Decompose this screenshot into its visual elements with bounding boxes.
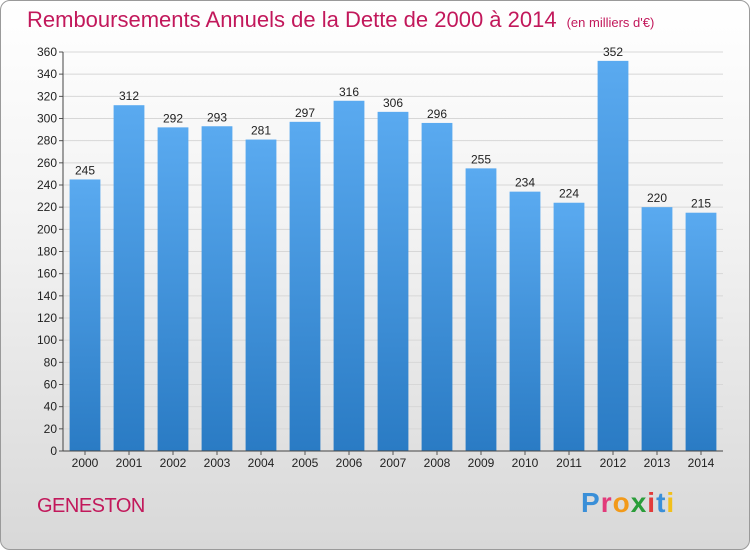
y-tick-label: 140 <box>37 289 57 303</box>
chart-unit-label: (en milliers d'€) <box>566 15 655 30</box>
bar-2003 <box>201 126 233 451</box>
city-name: GENESTON <box>37 495 145 517</box>
y-tick-label: 80 <box>44 355 58 369</box>
bar-2001 <box>113 105 145 451</box>
bar-value-label: 255 <box>471 152 491 166</box>
y-tick-label: 160 <box>37 267 57 281</box>
x-tick-label: 2012 <box>600 456 627 470</box>
bar-value-label: 292 <box>163 111 183 125</box>
bar-value-label: 224 <box>559 187 579 201</box>
bar-value-label: 297 <box>295 106 315 120</box>
y-tick-label: 120 <box>37 311 57 325</box>
bar-value-label: 220 <box>647 191 667 205</box>
chart-title: Remboursements Annuels de la Dette de 20… <box>27 7 654 33</box>
bar-value-label: 296 <box>427 107 447 121</box>
y-tick-label: 360 <box>37 45 57 59</box>
logo-letter: r <box>600 487 613 518</box>
bar-value-label: 234 <box>515 176 535 190</box>
x-tick-label: 2003 <box>204 456 231 470</box>
x-tick-label: 2004 <box>248 456 275 470</box>
bar-2006 <box>333 100 365 452</box>
x-tick-label: 2002 <box>160 456 187 470</box>
bar-value-label: 352 <box>603 45 623 59</box>
bar-value-label: 293 <box>207 110 227 124</box>
x-tick-label: 2010 <box>512 456 539 470</box>
x-tick-label: 2000 <box>72 456 99 470</box>
bar-value-label: 306 <box>383 96 403 110</box>
x-tick-label: 2006 <box>336 456 363 470</box>
logo-letter: o <box>612 487 631 518</box>
y-tick-label: 60 <box>44 378 58 392</box>
logo-letter: x <box>630 487 648 518</box>
y-tick-label: 180 <box>37 245 57 259</box>
bar-value-label: 312 <box>119 89 139 103</box>
y-tick-label: 40 <box>44 400 58 414</box>
x-tick-label: 2007 <box>380 456 407 470</box>
bar-2014 <box>685 212 717 451</box>
x-tick-label: 2013 <box>644 456 671 470</box>
y-tick-label: 260 <box>37 156 57 170</box>
bar-2010 <box>509 191 541 451</box>
y-tick-label: 20 <box>44 422 58 436</box>
y-tick-label: 220 <box>37 200 57 214</box>
x-tick-label: 2009 <box>468 456 495 470</box>
y-tick-label: 320 <box>37 89 57 103</box>
bar-value-label: 215 <box>691 197 711 211</box>
x-tick-label: 2014 <box>688 456 715 470</box>
axes: 0 20 40 60 80 100 120 140 160 180 200 220 240 260 280 3… <box>37 45 723 470</box>
bar-2005 <box>289 121 321 451</box>
y-tick-label: 240 <box>37 178 57 192</box>
bar-value-label: 316 <box>339 85 359 99</box>
bar-2008 <box>421 122 453 451</box>
x-tick-label: 2001 <box>116 456 143 470</box>
logo-letter: i <box>666 487 676 518</box>
y-tick-label: 0 <box>50 444 57 458</box>
x-tick-label: 2008 <box>424 456 451 470</box>
bar-2007 <box>377 111 409 451</box>
logo-letter: i <box>647 487 657 518</box>
bar-2002 <box>157 127 189 451</box>
y-tick-label: 340 <box>37 67 57 81</box>
bar-2009 <box>465 168 497 451</box>
bar-2000 <box>69 179 101 452</box>
chart-title-main: Remboursements Annuels de la Dette de 20… <box>27 7 557 32</box>
logo-letter: P <box>581 487 601 518</box>
x-tick-label: 2011 <box>556 456 582 470</box>
bar-2004 <box>245 139 277 451</box>
bar-value-labels: 245 312 292 293 281 297 316 306 296 255 234 224 352 2… <box>75 45 711 211</box>
bar-2012 <box>597 60 629 451</box>
y-tick-label: 280 <box>37 134 57 148</box>
y-tick-label: 300 <box>37 112 57 126</box>
bar-2013 <box>641 207 673 451</box>
x-tick-label: 2005 <box>292 456 319 470</box>
bars <box>69 60 717 452</box>
bar-value-label: 245 <box>75 163 95 177</box>
bar-2011 <box>553 202 585 451</box>
y-tick-label: 100 <box>37 333 57 347</box>
proxiti-logo: Proxiti <box>581 487 675 519</box>
y-tick-label: 200 <box>37 222 57 236</box>
logo-letter: t <box>656 487 667 518</box>
bar-value-label: 281 <box>251 124 271 138</box>
